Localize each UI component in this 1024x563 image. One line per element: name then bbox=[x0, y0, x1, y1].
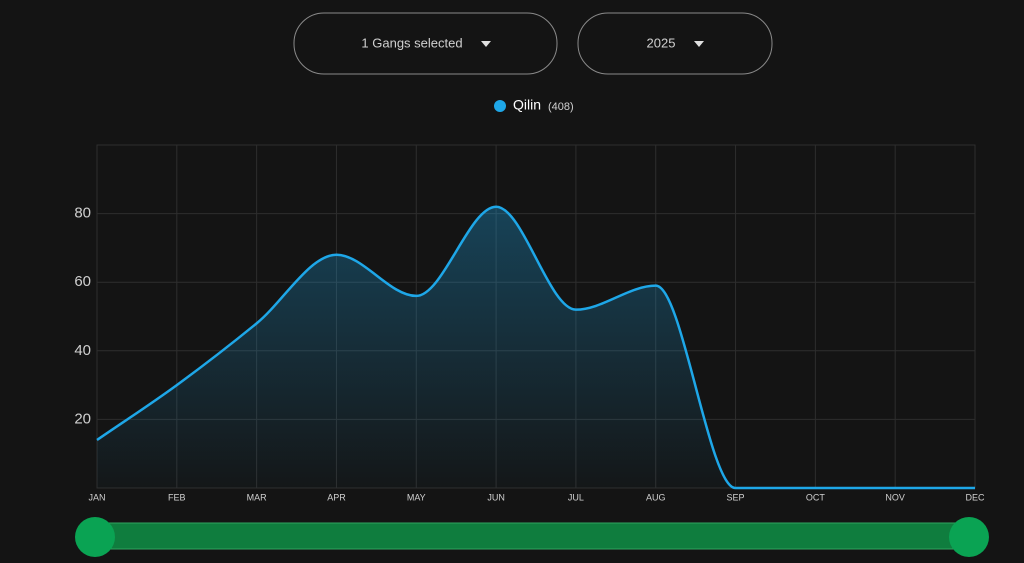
year-dropdown[interactable]: 2025 bbox=[577, 12, 773, 75]
slider-track bbox=[94, 522, 970, 550]
legend-marker bbox=[494, 100, 506, 112]
line bbox=[96, 205, 975, 490]
y-tick-label: 60 bbox=[74, 273, 91, 290]
gang-dropdown[interactable]: 1 Gangs selected bbox=[293, 12, 558, 75]
x-tick-label: FEB bbox=[168, 492, 186, 502]
range-slider[interactable] bbox=[75, 517, 989, 557]
legend-label[interactable]: Qilin bbox=[513, 97, 541, 113]
dropdown-label: 2025 bbox=[647, 35, 676, 50]
area bbox=[97, 206, 975, 488]
x-tick-label: SEP bbox=[727, 492, 745, 502]
x-tick-label: JUL bbox=[568, 492, 584, 502]
x-tick-label: JAN bbox=[88, 492, 105, 502]
dropdown-arrow bbox=[481, 41, 491, 47]
x-tick-label: JUN bbox=[487, 492, 505, 502]
legend[interactable]: Qilin (408) bbox=[494, 97, 574, 113]
dropdown-box[interactable] bbox=[577, 12, 773, 75]
legend-count: (408) bbox=[548, 101, 574, 113]
x-tick-label: DEC bbox=[965, 492, 985, 502]
dropdown-box[interactable] bbox=[293, 12, 558, 75]
x-tick-label: NOV bbox=[885, 492, 905, 502]
dropdown-label: 1 Gangs selected bbox=[361, 35, 462, 50]
plot: 20 40 60 80 JAN FEB MAR APR MAY JUN JUL AUG SEP OCT NO… bbox=[74, 145, 985, 502]
slider-handle[interactable] bbox=[75, 517, 115, 557]
x-tick-label: MAR bbox=[247, 492, 268, 502]
x-tick-label: AUG bbox=[646, 492, 666, 502]
x-tick-label: APR bbox=[327, 492, 346, 502]
y-tick-label: 80 bbox=[74, 205, 91, 222]
x-tick-label: MAY bbox=[407, 492, 426, 502]
dropdown-arrow bbox=[694, 41, 704, 47]
y-tick-label: 40 bbox=[74, 342, 91, 359]
y-tick-label: 20 bbox=[74, 410, 91, 427]
x-tick-label: OCT bbox=[806, 492, 826, 502]
slider-handle[interactable] bbox=[949, 517, 989, 557]
